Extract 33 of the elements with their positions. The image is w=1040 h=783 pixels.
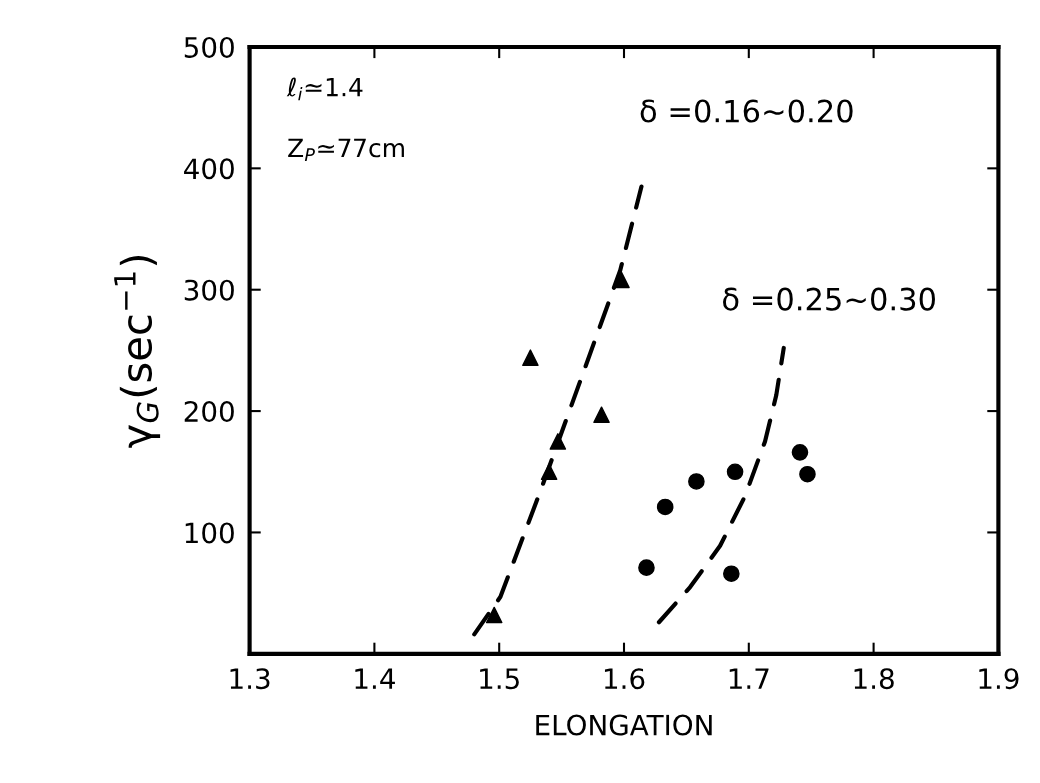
y-tick-label: 500 — [184, 36, 234, 58]
point — [613, 271, 630, 289]
point — [522, 349, 539, 366]
point — [593, 406, 610, 424]
annotation: δ =0.16~0.20 — [640, 99, 853, 123]
x-tick-label: 1.5 — [480, 668, 519, 690]
point — [549, 433, 567, 450]
point — [791, 444, 809, 461]
point — [688, 473, 705, 490]
x-tick-label: 1.9 — [979, 668, 1019, 690]
x-tick-label: 1.3 — [230, 668, 270, 690]
x-tick-label: 1.8 — [854, 668, 894, 690]
line-series — [472, 184, 644, 637]
annotation: ℓ$_{i}$≃1.4 — [286, 77, 363, 101]
y-tick-label: 200 — [184, 401, 234, 423]
point — [540, 463, 558, 481]
point — [726, 463, 744, 481]
y-tick-label: 100 — [185, 522, 234, 544]
y-tick-label: 300 — [184, 279, 234, 301]
annotation: Z$_{P}$≃77cm — [288, 138, 404, 162]
x-tick-label: 1.6 — [604, 668, 645, 690]
point — [799, 465, 816, 483]
point — [656, 498, 674, 516]
y-tick-label: 400 — [184, 158, 234, 180]
y-axis-title: γ$_{G}$(sec$^{−1}$) — [114, 256, 161, 448]
point — [723, 565, 740, 583]
x-tick-label: 1.7 — [729, 668, 769, 689]
point — [485, 606, 503, 624]
x-tick-label: 1.4 — [355, 668, 395, 689]
point — [638, 559, 655, 576]
x-axis-title: ELONGATION — [536, 714, 712, 736]
annotation: δ =0.25~0.30 — [723, 287, 935, 311]
line-series — [656, 345, 786, 625]
